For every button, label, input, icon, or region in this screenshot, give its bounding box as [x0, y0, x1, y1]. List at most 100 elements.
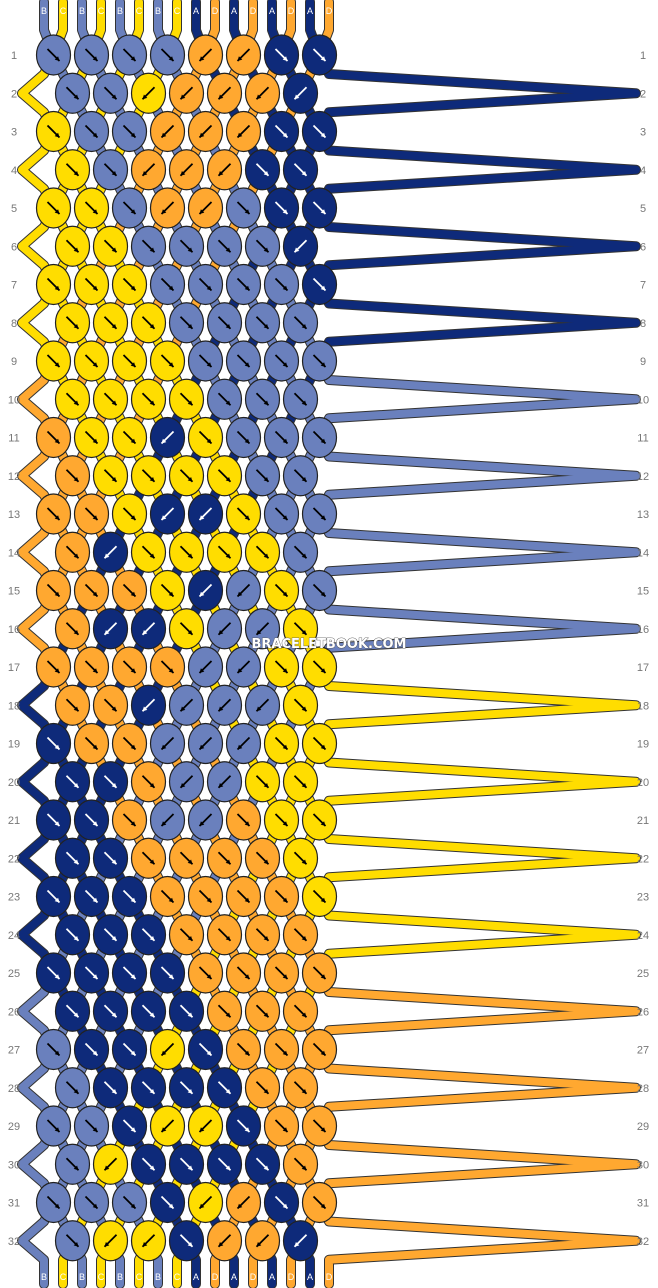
knot: [92, 684, 129, 726]
knot: [54, 302, 91, 344]
knot: [149, 1105, 186, 1147]
knot: [187, 110, 224, 153]
knot: [168, 225, 205, 267]
knot: [282, 225, 319, 267]
knot: [130, 1067, 167, 1109]
knot: [149, 416, 186, 459]
knot: [54, 1143, 91, 1185]
knot: [225, 34, 262, 76]
knot: [130, 1143, 167, 1185]
strand-label-bottom: A: [231, 1272, 237, 1282]
knot: [301, 646, 338, 688]
knot: [263, 263, 300, 306]
knot: [73, 340, 110, 382]
knot: [111, 646, 148, 688]
knot: [282, 914, 319, 956]
row-number-left: 31: [8, 1198, 20, 1210]
knot: [111, 875, 148, 918]
knot: [206, 531, 243, 573]
knot: [168, 761, 205, 803]
knot: [73, 875, 110, 918]
strand-label-bottom: B: [155, 1272, 161, 1282]
knot: [111, 263, 148, 306]
knot: [206, 914, 243, 956]
knot: [244, 761, 281, 803]
row-number-left: 23: [8, 892, 20, 904]
strand-label-top: B: [155, 6, 161, 16]
row-number-right: 15: [637, 586, 649, 598]
knot: [35, 263, 72, 306]
knot: [149, 799, 186, 841]
knot: [206, 1220, 243, 1262]
knot: [130, 72, 167, 114]
strand-label-top: D: [212, 6, 219, 16]
knot: [206, 72, 243, 114]
knot: [130, 608, 167, 650]
knot: [111, 110, 148, 153]
knot: [282, 302, 319, 344]
knot: [301, 952, 338, 994]
knot: [54, 608, 91, 650]
row-number-left: 11: [8, 433, 19, 445]
knot: [130, 455, 167, 497]
knot: [206, 1143, 243, 1185]
row-number-right: 32: [637, 1236, 649, 1248]
row-number-right: 3: [640, 127, 646, 139]
row-number-right: 17: [637, 662, 649, 674]
row-number-right: 27: [637, 1045, 649, 1057]
knot: [187, 34, 224, 76]
row-number-left: 2: [11, 88, 17, 100]
strand-label-bottom: A: [193, 1272, 199, 1282]
row-number-left: 4: [11, 165, 17, 177]
row-number-right: 13: [637, 509, 649, 521]
knot: [35, 1028, 72, 1071]
knot: [187, 646, 224, 688]
knot: [244, 72, 281, 114]
strand-label-bottom: D: [326, 1272, 333, 1282]
knot-grid: [35, 34, 338, 1262]
knot: [301, 340, 338, 382]
knot: [130, 225, 167, 267]
knot: [73, 263, 110, 306]
knot: [92, 455, 129, 497]
strand-label-top: A: [307, 6, 313, 16]
knot: [130, 149, 167, 191]
knot: [35, 799, 72, 841]
row-number-right: 25: [637, 968, 649, 980]
knot: [35, 569, 72, 612]
knot: [149, 875, 186, 918]
knot: [111, 340, 148, 382]
knot: [92, 1067, 129, 1109]
row-number-right: 18: [637, 700, 649, 712]
knot: [187, 952, 224, 994]
knot: [149, 263, 186, 306]
knot: [206, 149, 243, 191]
row-number-right: 24: [637, 930, 649, 942]
knot: [282, 990, 319, 1032]
knot: [168, 684, 205, 726]
knot: [111, 952, 148, 994]
knot: [130, 990, 167, 1032]
row-number-left: 19: [8, 739, 20, 751]
knot: [73, 569, 110, 612]
knot: [263, 569, 300, 612]
row-number-right: 29: [637, 1121, 649, 1133]
strand-label-bottom: C: [60, 1272, 67, 1282]
row-number-right: 1: [640, 50, 646, 62]
strand-label-top: B: [41, 6, 47, 16]
row-number-left: 25: [8, 968, 20, 980]
knot: [35, 187, 72, 229]
knot: [263, 340, 300, 382]
knot: [73, 34, 110, 76]
knot: [187, 187, 224, 229]
knot: [301, 1181, 338, 1224]
knot: [73, 646, 110, 688]
knot: [301, 799, 338, 841]
row-number-right: 8: [640, 318, 646, 330]
knot: [263, 952, 300, 994]
knot: [282, 837, 319, 879]
knot: [206, 1067, 243, 1109]
row-number-left: 13: [8, 509, 20, 521]
knot: [111, 722, 148, 765]
knot: [35, 110, 72, 153]
